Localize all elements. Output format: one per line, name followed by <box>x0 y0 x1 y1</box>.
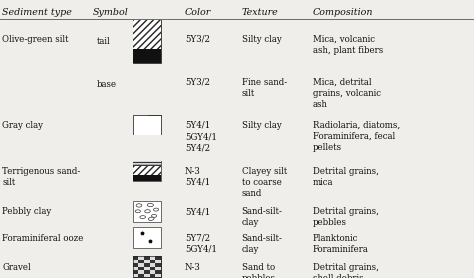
Text: Planktonic
Foraminifera: Planktonic Foraminifera <box>313 234 369 254</box>
Text: 5Y4/1
5GY4/1
5Y4/2: 5Y4/1 5GY4/1 5Y4/2 <box>185 121 217 152</box>
Bar <box>133 115 161 136</box>
Text: 5Y4/1: 5Y4/1 <box>185 207 210 216</box>
Bar <box>138 260 144 264</box>
Bar <box>138 264 144 267</box>
Bar <box>133 256 161 277</box>
Bar <box>138 267 144 270</box>
Bar <box>138 274 144 277</box>
Bar <box>133 227 161 248</box>
Text: tail: tail <box>97 37 111 46</box>
Bar <box>138 256 144 260</box>
Bar <box>133 274 138 277</box>
Text: Silty clay: Silty clay <box>242 35 282 44</box>
Text: Mica, volcanic
ash, plant fibers: Mica, volcanic ash, plant fibers <box>313 35 383 55</box>
Text: Detrital grains,
shell debris: Detrital grains, shell debris <box>313 263 379 278</box>
Text: Terrigenous sand-
silt: Terrigenous sand- silt <box>2 167 81 187</box>
Text: Sand-silt-
clay: Sand-silt- clay <box>242 234 283 254</box>
Bar <box>150 270 155 274</box>
Bar <box>150 256 155 260</box>
Text: Pebbly clay: Pebbly clay <box>2 207 52 216</box>
Text: base: base <box>97 80 117 89</box>
Text: Mica, detrital
grains, volcanic
ash: Mica, detrital grains, volcanic ash <box>313 78 381 109</box>
Ellipse shape <box>136 204 142 207</box>
Bar <box>144 264 150 267</box>
Text: N-3: N-3 <box>185 263 201 272</box>
Bar <box>133 264 138 267</box>
Bar <box>144 274 150 277</box>
Bar <box>133 20 161 63</box>
Bar <box>138 270 144 274</box>
Text: Foraminiferal ooze: Foraminiferal ooze <box>2 234 84 242</box>
Bar <box>144 270 150 274</box>
Bar <box>144 260 150 264</box>
Bar <box>144 256 150 260</box>
Text: Gravel: Gravel <box>2 263 31 272</box>
Bar <box>133 166 161 175</box>
Bar <box>155 256 161 260</box>
Bar <box>133 267 138 270</box>
Text: Sand to
pebbles: Sand to pebbles <box>242 263 276 278</box>
Bar <box>150 264 155 267</box>
Bar <box>133 160 161 166</box>
Text: 5Y7/2
5GY4/1: 5Y7/2 5GY4/1 <box>185 234 217 254</box>
Bar <box>133 49 161 63</box>
Ellipse shape <box>154 208 159 211</box>
Ellipse shape <box>148 217 154 220</box>
Ellipse shape <box>145 210 150 213</box>
Text: Sediment type: Sediment type <box>2 8 72 17</box>
Bar <box>133 256 138 260</box>
Bar <box>133 20 161 49</box>
Text: 5Y3/2: 5Y3/2 <box>185 35 210 44</box>
Text: Color: Color <box>185 8 211 17</box>
Bar <box>150 260 155 264</box>
Text: Detrital grains,
pebbles: Detrital grains, pebbles <box>313 207 379 227</box>
Text: Sand-silt-
clay: Sand-silt- clay <box>242 207 283 227</box>
Text: Fine sand-
silt: Fine sand- silt <box>242 78 287 98</box>
Bar <box>133 160 161 181</box>
Text: Symbol: Symbol <box>92 8 128 17</box>
Text: Composition: Composition <box>313 8 374 17</box>
Text: Silty clay: Silty clay <box>242 121 282 130</box>
Bar <box>144 267 150 270</box>
Bar <box>133 175 161 181</box>
Bar <box>150 267 155 270</box>
Bar <box>155 260 161 264</box>
Bar <box>133 270 138 274</box>
Bar <box>155 274 161 277</box>
Ellipse shape <box>147 203 154 207</box>
Text: Gray clay: Gray clay <box>2 121 43 130</box>
Ellipse shape <box>140 216 146 219</box>
Bar <box>150 274 155 277</box>
Bar <box>155 270 161 274</box>
Bar <box>155 267 161 270</box>
Bar <box>133 260 138 264</box>
Bar <box>133 201 161 222</box>
Text: Clayey silt
to coarse
sand: Clayey silt to coarse sand <box>242 167 287 198</box>
Text: N-3
5Y4/1: N-3 5Y4/1 <box>185 167 210 187</box>
Text: 5Y3/2: 5Y3/2 <box>185 78 210 87</box>
Ellipse shape <box>135 210 140 213</box>
Bar <box>155 264 161 267</box>
Text: Texture: Texture <box>242 8 279 17</box>
Bar <box>133 256 161 277</box>
Text: Olive-green silt: Olive-green silt <box>2 35 69 44</box>
Ellipse shape <box>152 214 156 217</box>
Text: Radiolaria, diatoms,
Foraminifera, fecal
pellets: Radiolaria, diatoms, Foraminifera, fecal… <box>313 121 400 152</box>
Text: Detrital grains,
mica: Detrital grains, mica <box>313 167 379 187</box>
